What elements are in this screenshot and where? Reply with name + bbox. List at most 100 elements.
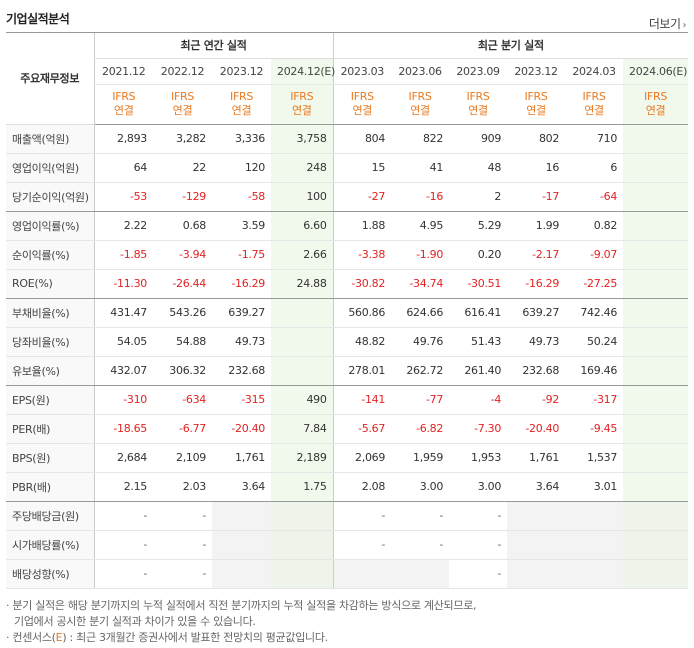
table-cell bbox=[623, 530, 689, 560]
table-row: 주당배당금(원) - - - - - bbox=[6, 501, 689, 531]
table-cell bbox=[623, 501, 689, 531]
table-cell bbox=[271, 530, 334, 560]
table-cell: 0.68 bbox=[153, 211, 212, 241]
consolidated-label: 연결 bbox=[645, 104, 666, 117]
row-label: PBR(배) bbox=[6, 472, 94, 502]
table-cell: 49.76 bbox=[391, 327, 450, 357]
table-row: 시가배당률(%) - - - - - bbox=[6, 530, 689, 560]
table-row: 당좌비율(%) 54.05 54.88 49.73 48.82 49.76 51.43 49.… bbox=[6, 327, 689, 357]
table-cell bbox=[623, 443, 689, 473]
table-cell: 1.99 bbox=[507, 211, 566, 241]
table-row: 당기순이익(억원) -53 -129 -58 100 -27 -16 2 -17 -64 bbox=[6, 182, 689, 212]
period-header: 2023.09 bbox=[449, 58, 508, 85]
consolidated-label: 연결 bbox=[113, 104, 134, 117]
period-header: 2024.03 bbox=[565, 58, 624, 85]
ifrs-label: IFRS bbox=[466, 90, 490, 103]
row-label: 부채비율(%) bbox=[6, 298, 94, 328]
table-cell: -3.94 bbox=[153, 240, 212, 270]
table-cell: 1.75 bbox=[271, 472, 334, 502]
table-cell: 3.01 bbox=[565, 472, 624, 502]
table-cell: -53 bbox=[93, 182, 153, 212]
table-cell: 261.40 bbox=[449, 356, 508, 386]
ifrs-header: IFRS 연결 bbox=[449, 84, 508, 125]
table-cell: 432.07 bbox=[93, 356, 153, 386]
table-cell: 169.46 bbox=[565, 356, 624, 386]
ifrs-header: IFRS 연결 bbox=[507, 84, 566, 125]
table-cell: -30.51 bbox=[449, 269, 508, 299]
table-cell: 3,758 bbox=[271, 124, 334, 154]
table-cell: 742.46 bbox=[565, 298, 624, 328]
table-cell: 16 bbox=[507, 153, 566, 183]
table-cell: 1,761 bbox=[212, 443, 271, 473]
group-quarter: 최근 분기 실적 bbox=[332, 32, 689, 59]
table-cell: - bbox=[391, 501, 450, 531]
row-label: 영업이익률(%) bbox=[6, 211, 94, 241]
ifrs-header: IFRS 연결 bbox=[332, 84, 392, 125]
table-cell: 1.88 bbox=[332, 211, 392, 241]
table-cell: 639.27 bbox=[507, 298, 566, 328]
table-cell: -27.25 bbox=[565, 269, 624, 299]
table-cell: -27 bbox=[332, 182, 392, 212]
table-cell bbox=[623, 211, 689, 241]
table-cell bbox=[623, 124, 689, 154]
table-cell: -6.77 bbox=[153, 414, 212, 444]
ifrs-label: IFRS bbox=[582, 90, 606, 103]
table-cell: 2.08 bbox=[332, 472, 392, 502]
table-cell: -26.44 bbox=[153, 269, 212, 299]
table-cell: 3.59 bbox=[212, 211, 271, 241]
table-cell: -315 bbox=[212, 385, 271, 415]
more-link[interactable]: 더보기 › bbox=[649, 15, 687, 32]
ifrs-label: IFRS bbox=[350, 90, 374, 103]
table-cell: 1,953 bbox=[449, 443, 508, 473]
table-row: ROE(%) -11.30 -26.44 -16.29 24.88 -30.82 -34.7… bbox=[6, 269, 689, 299]
table-cell bbox=[623, 182, 689, 212]
table-cell: -58 bbox=[212, 182, 271, 212]
table-cell: - bbox=[93, 501, 153, 531]
table-cell bbox=[212, 559, 271, 589]
table-cell: - bbox=[153, 559, 212, 589]
row-label: 영업이익(억원) bbox=[6, 153, 94, 183]
table-cell: -9.45 bbox=[565, 414, 624, 444]
row-label: EPS(원) bbox=[6, 385, 94, 415]
ifrs-label: IFRS bbox=[524, 90, 548, 103]
table-cell: 2.15 bbox=[93, 472, 153, 502]
row-label: ROE(%) bbox=[6, 269, 94, 299]
table-cell: 7.84 bbox=[271, 414, 334, 444]
table-cell: - bbox=[391, 530, 450, 560]
row-label: 유보율(%) bbox=[6, 356, 94, 386]
ifrs-header: IFRS 연결 bbox=[391, 84, 450, 125]
table-cell: -1.90 bbox=[391, 240, 450, 270]
table-cell: 232.68 bbox=[212, 356, 271, 386]
period-header: 2021.12 bbox=[93, 58, 153, 85]
table-cell: - bbox=[153, 530, 212, 560]
table-cell bbox=[271, 356, 334, 386]
table-cell: -310 bbox=[93, 385, 153, 415]
row-label: BPS(원) bbox=[6, 443, 94, 473]
table-cell: - bbox=[449, 530, 508, 560]
table-cell: -3.38 bbox=[332, 240, 392, 270]
table-cell: 48.82 bbox=[332, 327, 392, 357]
table-cell: -16 bbox=[391, 182, 450, 212]
table-cell: 2.22 bbox=[93, 211, 153, 241]
table-cell: 624.66 bbox=[391, 298, 450, 328]
table-cell: 822 bbox=[391, 124, 450, 154]
table-cell: 120 bbox=[212, 153, 271, 183]
ifrs-header: IFRS 연결 bbox=[565, 84, 624, 125]
row-label: 시가배당률(%) bbox=[6, 530, 94, 560]
table-cell: - bbox=[93, 559, 153, 589]
table-row: 영업이익률(%) 2.22 0.68 3.59 6.60 1.88 4.95 5.29 1.99… bbox=[6, 211, 689, 241]
note-1-cont: 기업에서 공시한 분기 실적과 차이가 있을 수 있습니다. bbox=[14, 615, 256, 628]
note-1: · 분기 실적은 해당 분기까지의 누적 실적에서 직전 분기까지의 누적 실적… bbox=[6, 599, 477, 612]
table-cell: - bbox=[449, 559, 508, 589]
table-cell bbox=[507, 559, 566, 589]
financial-table: 주요재무정보 최근 연간 실적 최근 분기 실적 2021.12 2022.12 2… bbox=[6, 32, 689, 589]
table-row: 영업이익(억원) 64 22 120 248 15 41 48 16 6 bbox=[6, 153, 689, 183]
table-cell: -1.85 bbox=[93, 240, 153, 270]
table-cell: 3.00 bbox=[391, 472, 450, 502]
ifrs-label: IFRS bbox=[290, 90, 314, 103]
row-header-label: 주요재무정보 bbox=[6, 32, 94, 125]
table-cell: -30.82 bbox=[332, 269, 392, 299]
consolidated-label: 연결 bbox=[468, 104, 488, 117]
table-cell: 278.01 bbox=[332, 356, 392, 386]
table-cell: -20.40 bbox=[507, 414, 566, 444]
